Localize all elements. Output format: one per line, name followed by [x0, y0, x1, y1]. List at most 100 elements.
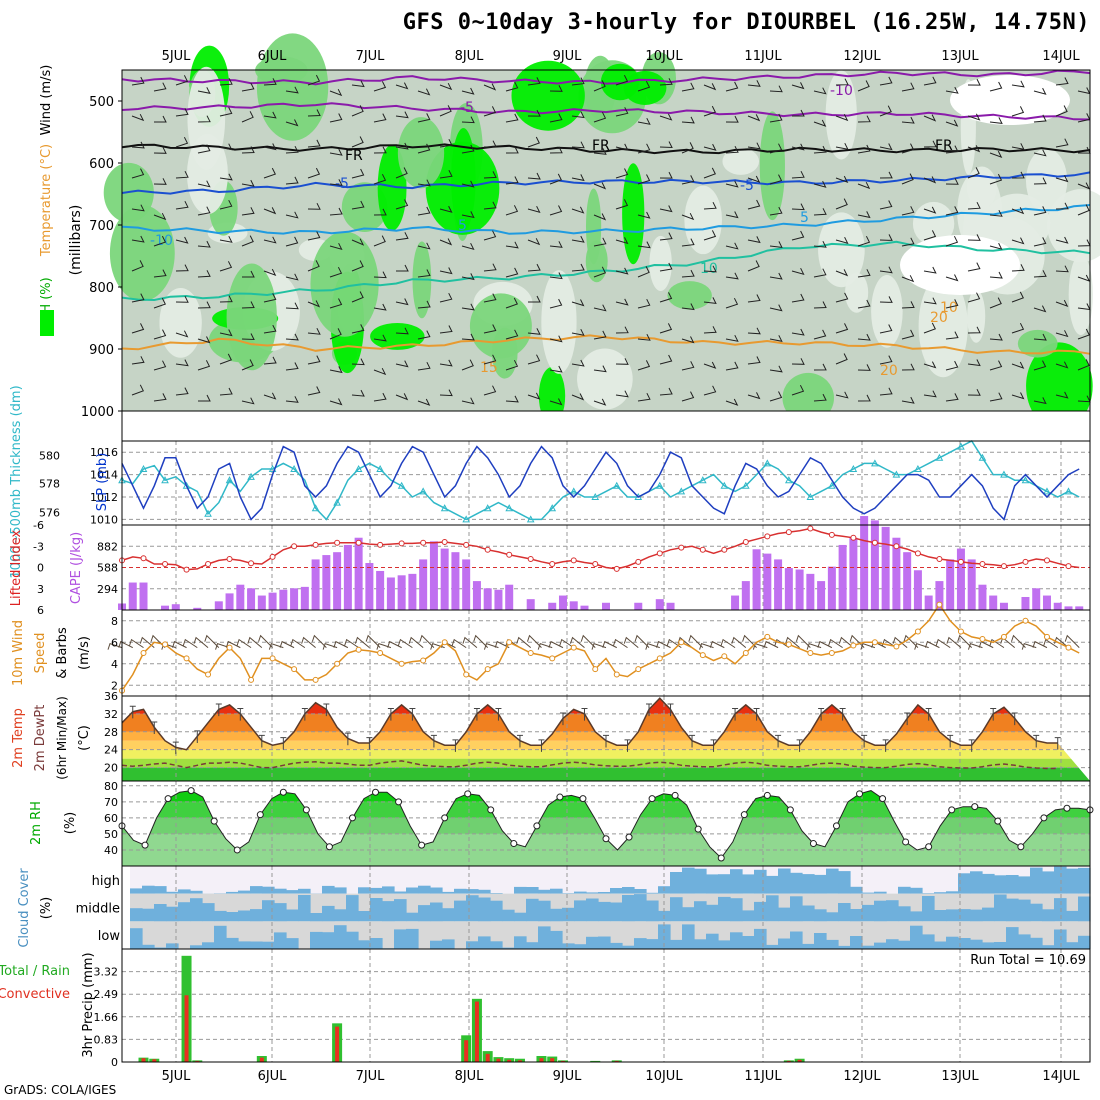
contour-label: -10	[830, 83, 853, 99]
cape-bar	[752, 549, 761, 610]
temp-band	[122, 749, 1090, 759]
pressure-tick-label: 800	[89, 281, 114, 296]
surface-wind-barbs	[107, 634, 1080, 650]
wind-barb	[285, 273, 299, 281]
wind-barb	[307, 355, 321, 365]
cape-bar	[999, 602, 1008, 610]
wind-barb	[769, 85, 783, 93]
wind-barb	[193, 636, 209, 649]
wind-barb	[791, 170, 805, 179]
wind-barb	[505, 81, 519, 92]
upper-air-gap	[121, 410, 1091, 442]
series-point	[556, 793, 564, 801]
series-point	[419, 487, 427, 495]
minmax-bar	[323, 703, 330, 717]
series-point	[1043, 633, 1050, 640]
rh-tick-label: 70	[104, 796, 118, 809]
series-point	[140, 555, 147, 562]
series-point	[764, 533, 771, 540]
wind-barb	[1021, 642, 1037, 650]
series-point	[183, 566, 190, 573]
wind-barb	[659, 141, 673, 149]
precip-conv-bar	[152, 1059, 157, 1062]
cloud-cell	[526, 887, 539, 894]
wind-barb	[131, 76, 145, 86]
series-point	[506, 639, 513, 646]
cloud-cell	[262, 941, 275, 949]
ylabel-precip: 3hr Precip (mm)	[81, 952, 96, 1057]
wind-barb	[439, 325, 453, 334]
rh-blob	[511, 60, 585, 131]
wind-barb	[570, 636, 585, 649]
ylabel-cloud-cover: Cloud Cover	[17, 868, 32, 948]
cloud-cell	[778, 907, 791, 922]
series-point	[740, 811, 748, 819]
pressure-tick-label: 900	[89, 343, 114, 358]
wind-barb	[580, 634, 596, 648]
wind-barb	[571, 393, 585, 401]
series-point	[678, 639, 685, 646]
wind-barb	[813, 145, 827, 154]
cloud-cell	[286, 938, 299, 949]
wind-barb	[835, 236, 849, 244]
cloud-cell	[274, 903, 287, 922]
cloud-cell	[406, 928, 419, 949]
cloud-cell	[862, 904, 875, 922]
wind-barb	[813, 87, 827, 95]
cloud-cell	[958, 873, 971, 894]
cape-bar	[774, 559, 783, 610]
wind-barb	[329, 88, 343, 97]
wind-barb	[1011, 361, 1025, 369]
wind-barb	[483, 354, 497, 365]
lifted-tick-label: -6	[33, 519, 44, 532]
wind-barb	[153, 393, 167, 402]
cloud-cell	[682, 924, 695, 949]
series-point	[579, 795, 587, 803]
wind-barb	[461, 144, 475, 154]
rh-dry-area	[950, 75, 1070, 125]
cloud-cell	[1054, 866, 1067, 894]
series-point	[527, 650, 534, 656]
series-point	[902, 838, 910, 846]
cloud-cell	[922, 934, 935, 949]
wind-barb	[1033, 206, 1047, 216]
cloud-cell	[574, 891, 587, 894]
wind-barb	[791, 203, 805, 211]
top-date-label: 8JUL	[455, 49, 485, 64]
temp-band	[122, 758, 1090, 768]
cloud-cell	[634, 889, 647, 894]
cloud-cell	[838, 871, 851, 894]
contour-label: -10	[150, 233, 173, 249]
wind-barb	[285, 236, 299, 247]
series-point	[635, 558, 642, 565]
cloud-cell	[406, 887, 419, 894]
cape-bar	[602, 602, 610, 610]
wind-barb	[373, 173, 387, 185]
wind-barb	[483, 385, 497, 396]
series-point	[785, 476, 793, 484]
wind-barb	[725, 272, 739, 280]
wind-barb	[351, 389, 365, 397]
series-point	[505, 504, 514, 512]
cloud-cell	[814, 909, 827, 922]
wind-barb	[835, 113, 849, 122]
wind-barb	[747, 327, 761, 335]
minmax-bar	[839, 708, 846, 721]
wind-barb	[835, 175, 849, 183]
series-point	[1022, 558, 1029, 565]
cloud-cell	[1078, 935, 1091, 949]
wind-barb	[219, 329, 233, 337]
cloud-cell	[502, 947, 515, 949]
wind-barb	[483, 642, 499, 650]
series-point	[785, 641, 792, 648]
wind-barb	[813, 180, 827, 188]
series-point	[377, 650, 384, 656]
cloud-cell	[202, 942, 215, 949]
series-point	[741, 481, 750, 489]
wind-barb	[505, 205, 519, 216]
cloud-cell	[850, 909, 863, 922]
wind-barb	[923, 114, 937, 122]
wind-barb	[439, 205, 453, 213]
series-point	[828, 650, 835, 656]
wind-barb	[483, 201, 497, 210]
